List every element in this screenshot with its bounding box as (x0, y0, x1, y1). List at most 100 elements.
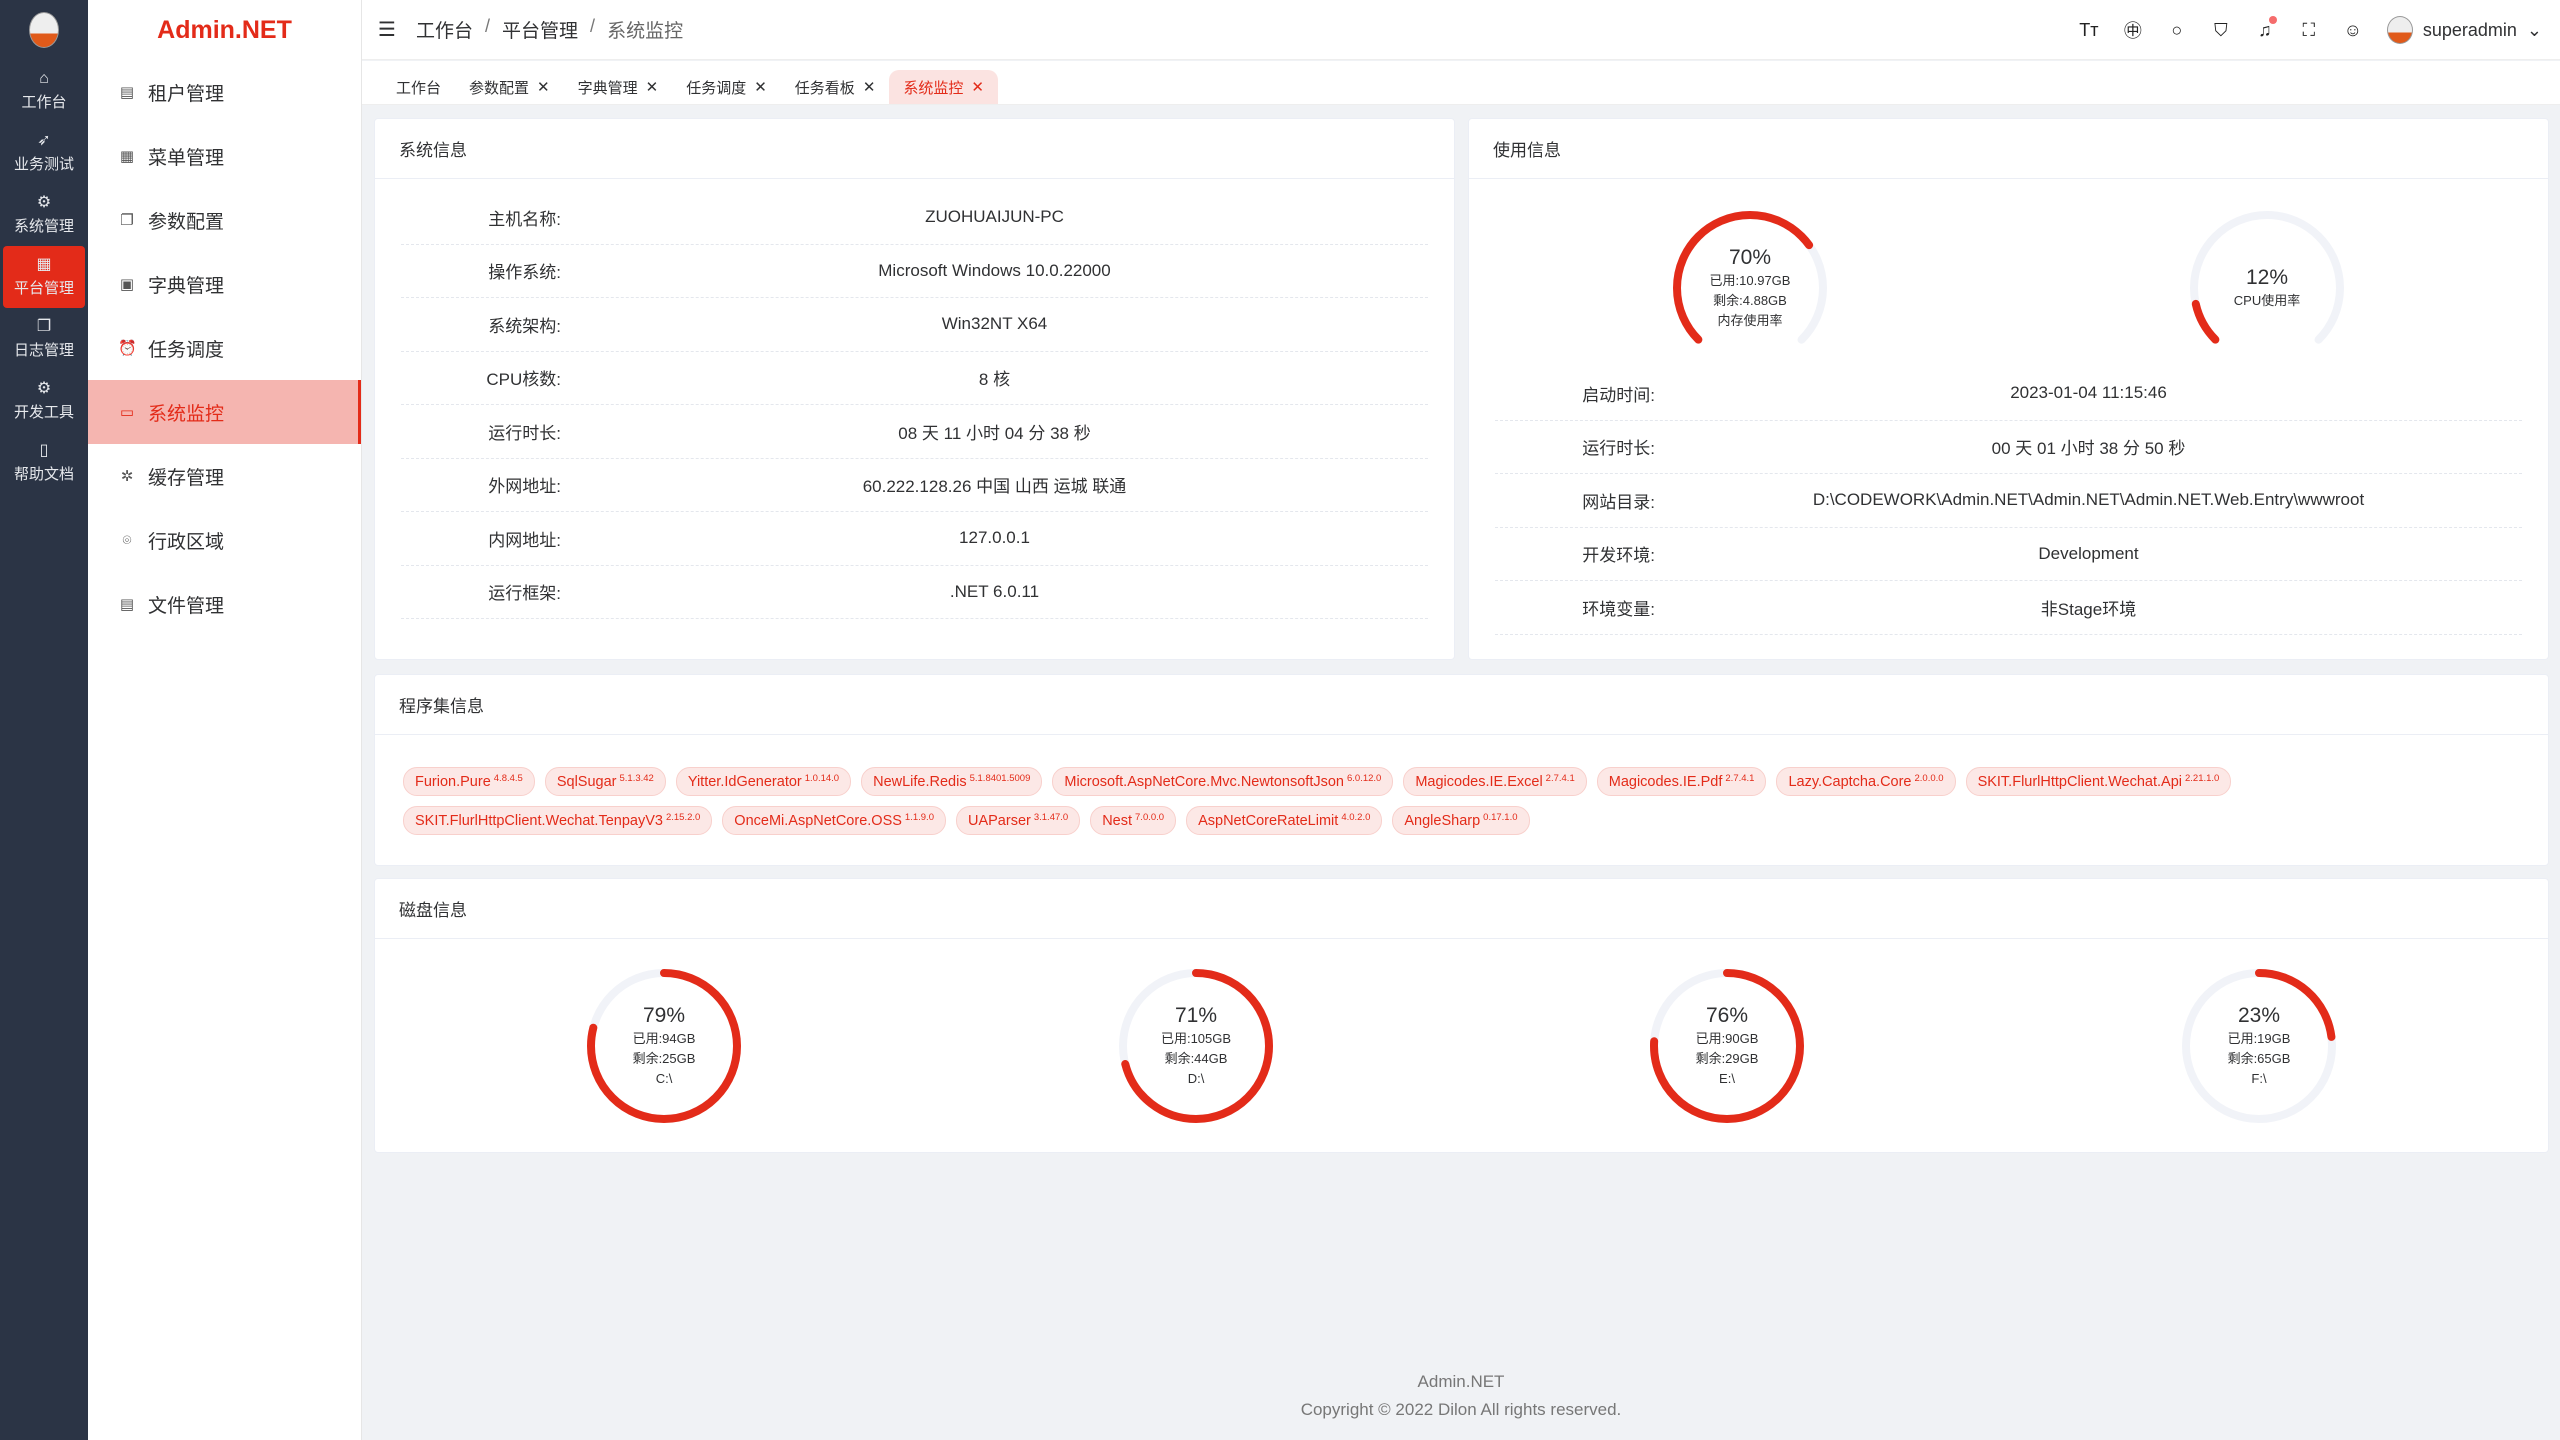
disk-free: 剩余:65GB (2227, 1051, 2291, 1066)
assembly-info-card: 程序集信息 Furion.Pure 4.8.4.5 SqlSugar 5.1.3.42… (374, 674, 2549, 866)
bell-icon[interactable]: ♫ (2243, 15, 2287, 41)
disk-name: C:\ (655, 1071, 673, 1086)
card-title: 使用信息 (1469, 119, 2548, 179)
font-size-icon[interactable]: Tт (2079, 19, 2099, 40)
info-label: 开发环境: (1582, 546, 1655, 566)
info-row: 运行框架: .NET 6.0.11 (401, 566, 1428, 619)
tool-icon: ⚙ (36, 380, 52, 397)
tab-4[interactable]: 任务看板 ✕ (781, 70, 890, 104)
footer-copyright: Copyright © 2022 Dilon All rights reserv… (1300, 1400, 1622, 1419)
sidebar-item-5[interactable]: ▭ 系统监控 (88, 380, 361, 444)
home-icon: ⌂ (39, 70, 49, 87)
menu-toggle-icon[interactable]: ☰ (378, 19, 396, 41)
monitor-icon: ▭ (119, 404, 135, 421)
sidebar-item-0[interactable]: ▤ 租户管理 (88, 60, 361, 124)
sidebar-item-3[interactable]: ▣ 字典管理 (88, 252, 361, 316)
close-icon[interactable]: ✕ (862, 79, 876, 96)
disk-used: 已用:94GB (632, 1031, 696, 1046)
document-icon: ▣ (119, 276, 135, 293)
assembly-tag: SKIT.FlurlHttpClient.Wechat.Api 2.21.1.0 (1965, 767, 2232, 796)
assembly-name: Lazy.Captcha.Core (1788, 773, 1912, 790)
language-icon[interactable]: ㊥ (2123, 21, 2142, 41)
sidebar-item-1[interactable]: ▦ 菜单管理 (88, 124, 361, 188)
user-icon[interactable]: ☺ (2343, 19, 2363, 40)
info-row: 系统架构: Win32NT X64 (401, 298, 1428, 352)
sidebar-item-6[interactable]: ✲ 缓存管理 (88, 444, 361, 508)
theme-shirt-icon[interactable]: ⛉ (2214, 19, 2228, 40)
fullscreen-icon[interactable]: ⛶ (2302, 19, 2316, 40)
breadcrumb-item[interactable]: 平台管理 (502, 21, 579, 42)
copy-icon: ❐ (36, 318, 52, 335)
tab-label: 任务调度 (686, 79, 747, 97)
info-row: 运行时长: 00 天 01 小时 38 分 50 秒 (1495, 421, 2522, 474)
tab-5[interactable]: 系统监控 ✕ (889, 70, 998, 104)
tab-1[interactable]: 参数配置 ✕ (455, 70, 564, 104)
tab-3[interactable]: 任务调度 ✕ (672, 70, 781, 104)
memory-used: 已用:10.97GB (1709, 273, 1791, 288)
gauge-text: 76% 已用:90GB 剩余:29GB E:\ (1642, 961, 1812, 1131)
rail-item-2[interactable]: ⚙ 系统管理 (0, 184, 88, 246)
assembly-name: NewLife.Redis (873, 773, 967, 790)
card-title: 系统信息 (375, 119, 1454, 179)
assembly-version: 7.0.0.0 (1135, 812, 1165, 823)
assembly-tag: Magicodes.IE.Pdf 2.7.4.1 (1596, 767, 1767, 796)
assembly-version: 0.17.1.0 (1483, 812, 1518, 823)
gauge-text: 12% CPU使用率 (2182, 203, 2352, 373)
rail-item-5[interactable]: ⚙ 开发工具 (0, 370, 88, 432)
header: ☰ 工作台 / 平台管理 / 系统监控 Tт ㊥ ○ ⛉ ♫ ⛶ ☺ superadmin ⌄ (362, 0, 2560, 60)
info-label: 操作系统: (488, 263, 561, 283)
info-row: 运行时长: 08 天 11 小时 04 分 38 秒 (401, 405, 1428, 459)
assembly-tag: Furion.Pure 4.8.4.5 (403, 767, 535, 796)
assembly-version: 2.7.4.1 (1725, 773, 1755, 784)
disk-name: E:\ (1719, 1071, 1735, 1086)
gauge-percent: 23% (2237, 1004, 2281, 1027)
book-icon: ▯ (39, 442, 49, 459)
assembly-tag: AspNetCoreRateLimit 4.0.2.0 (1186, 806, 1383, 835)
sidebar-item-label: 缓存管理 (148, 467, 225, 489)
close-icon[interactable]: ✕ (645, 79, 659, 96)
disk-free: 剩余:44GB (1164, 1051, 1228, 1066)
rail-item-4[interactable]: ❐ 日志管理 (0, 308, 88, 370)
info-row: 启动时间: 2023-01-04 11:15:46 (1495, 367, 2522, 421)
sidebar-item-2[interactable]: ❐ 参数配置 (88, 188, 361, 252)
disk-used: 已用:90GB (1695, 1031, 1759, 1046)
close-icon[interactable]: ✕ (537, 79, 550, 96)
info-value: 00 天 01 小时 38 分 50 秒 (1991, 439, 2186, 459)
gauge-progress-arc (2190, 211, 2344, 365)
gauge-text: 70% 已用:10.97GB 剩余:4.88GB 内存使用率 (1665, 203, 1835, 373)
close-icon[interactable]: ✕ (754, 79, 767, 96)
brand-logo: Admin.NET (157, 15, 292, 44)
sidebar-item-7[interactable]: ⌾ 行政区域 (88, 508, 361, 572)
search-icon[interactable]: ○ (2171, 19, 2183, 40)
info-row: 网站目录: D:\CODEWORK\Admin.NET\Admin.NET\Adm… (1495, 474, 2522, 528)
assembly-tag: SKIT.FlurlHttpClient.Wechat.TenpayV3 2.15… (403, 806, 713, 835)
file-icon: ▤ (119, 596, 135, 613)
tab-label: 字典管理 (577, 79, 638, 97)
rail-item-6[interactable]: ▯ 帮助文档 (0, 432, 88, 494)
breadcrumb-item[interactable]: 工作台 (416, 21, 474, 42)
rail-item-label: 平台管理 (13, 280, 74, 297)
cpu-label: CPU使用率 (2233, 293, 2301, 308)
user-menu[interactable]: superadmin ⌄ (2386, 16, 2542, 44)
tab-2[interactable]: 字典管理 ✕ (564, 70, 673, 104)
tab-0[interactable]: 工作台 (382, 70, 455, 104)
disk-free: 剩余:25GB (632, 1051, 696, 1066)
gauge-percent: 79% (642, 1004, 686, 1027)
sidebar-item-4[interactable]: ⏰ 任务调度 (88, 316, 361, 380)
gauge-text: 71% 已用:105GB 剩余:44GB D:\ (1111, 961, 1281, 1131)
rail-item-1[interactable]: ➶ 业务测试 (0, 122, 88, 184)
rail-item-3[interactable]: ▦ 平台管理 (3, 246, 85, 308)
sidebar-item-8[interactable]: ▤ 文件管理 (88, 572, 361, 636)
info-value: Win32NT X64 (941, 314, 1048, 334)
sidebar-item-label: 租户管理 (148, 83, 225, 105)
sidebar-item-label: 字典管理 (148, 275, 225, 297)
rail-item-0[interactable]: ⌂ 工作台 (0, 60, 88, 122)
rail-item-label: 开发工具 (13, 404, 74, 421)
info-label: 外网地址: (488, 477, 561, 497)
close-icon[interactable]: ✕ (971, 79, 984, 96)
rail-item-label: 系统管理 (13, 218, 74, 235)
info-label: 运行时长: (488, 423, 561, 443)
disk-free: 剩余:29GB (1695, 1051, 1759, 1066)
logo-avatar[interactable] (0, 0, 88, 60)
info-label: 网站目录: (1582, 492, 1655, 512)
